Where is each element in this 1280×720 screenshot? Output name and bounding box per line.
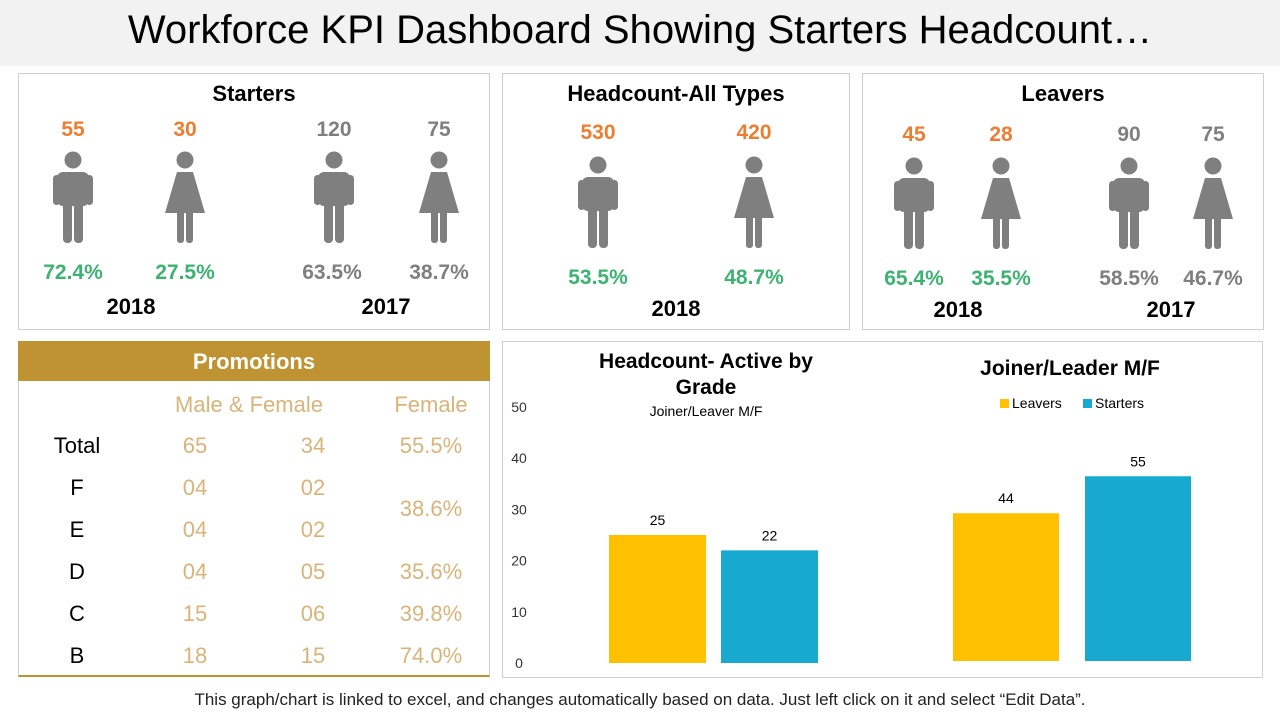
starters-2017-female-count: 75: [427, 118, 451, 141]
promotions-merged-pct: 38.6%: [399, 496, 463, 521]
chart1-subtitle: Joiner/Leaver M/F: [650, 403, 763, 419]
chart1-data-label: 22: [762, 527, 778, 543]
leavers-2017-male-pct: 58.5%: [1099, 267, 1159, 290]
chart1-data-label: 25: [650, 512, 666, 528]
headcount-male-count: 530: [580, 121, 616, 144]
starters-2018-male-pct: 72.4%: [43, 261, 103, 284]
female-person-icon: [1193, 157, 1233, 249]
title-bar: Workforce KPI Dashboard Showing Starters…: [0, 0, 1280, 66]
y-tick-label: 30: [511, 501, 527, 517]
y-tick-label: 10: [511, 604, 527, 620]
male-person-icon: [53, 151, 93, 243]
promotions-row-label: B: [69, 643, 85, 668]
promotions-row-pct: 74.0%: [399, 643, 463, 668]
headcount-male-pct: 53.5%: [568, 266, 628, 289]
promotions-row-label: E: [69, 517, 85, 542]
promotions-row-male: 65: [182, 433, 208, 458]
y-tick-label: 0: [515, 655, 523, 671]
leavers-title: Leavers: [1021, 81, 1105, 106]
starters-title: Starters: [212, 81, 296, 106]
y-tick-label: 20: [511, 553, 527, 569]
starters-year-2018: 2018: [106, 294, 156, 319]
male-person-icon: [1109, 157, 1149, 249]
y-tick-label: 40: [511, 450, 527, 466]
leavers-2018-male-pct: 65.4%: [884, 267, 944, 290]
starters-2017-female-pct: 38.7%: [409, 261, 469, 284]
male-person-icon: [314, 151, 354, 243]
headcount-title: Headcount-All Types: [567, 81, 785, 106]
legend-swatch-starters: [1083, 399, 1092, 408]
leavers-2018-female-count: 28: [989, 123, 1013, 146]
female-person-icon: [981, 157, 1021, 249]
leavers-year-2018: 2018: [933, 297, 983, 322]
legend-label-starters: Starters: [1095, 395, 1144, 411]
male-person-icon: [578, 156, 618, 248]
female-person-icon: [165, 151, 205, 243]
headcount-panel: Headcount-All Types 530 420 53.5% 48.7% …: [502, 73, 850, 330]
promotions-row-female: 05: [300, 559, 326, 584]
starters-2017-male-pct: 63.5%: [302, 261, 362, 284]
headcount-year-2018: 2018: [651, 296, 701, 321]
promotions-row-pct: 39.8%: [399, 601, 463, 626]
leavers-panel: Leavers 45 28 90 75 65.4% 35.5% 58.5% 46…: [862, 73, 1264, 330]
promotions-row-label: D: [69, 559, 85, 584]
leavers-year-2017: 2017: [1146, 297, 1196, 322]
promotions-row-male: 04: [182, 517, 208, 542]
promotions-row-pct: 35.6%: [399, 559, 463, 584]
leavers-2018-female-pct: 35.5%: [971, 267, 1031, 290]
starters-2018-male-count: 55: [61, 118, 85, 141]
leavers-2018-male-count: 45: [902, 123, 926, 146]
female-person-icon: [734, 156, 774, 248]
promotions-row-male: 04: [182, 475, 208, 500]
chart1-bar-leavers: [609, 535, 706, 663]
footer-note: This graph/chart is linked to excel, and…: [194, 690, 1086, 709]
leavers-2017-male-count: 90: [1117, 123, 1141, 146]
promotions-col-header-female: Female: [394, 392, 468, 417]
promotions-row-female: 34: [300, 433, 326, 458]
chart1-bar-starters: [721, 550, 818, 663]
starters-2018-female-pct: 27.5%: [155, 261, 215, 284]
chart1-title: Headcount- Active by: [599, 350, 813, 373]
promotions-table: Male & Female Female Total 65 34 55.5% F…: [18, 381, 490, 677]
starters-panel: Starters 55 30 120 75 72.4% 27.5% 63.5% …: [18, 73, 490, 330]
promotions-row-pct: 55.5%: [399, 433, 463, 458]
promotions-row-female: 06: [300, 601, 326, 626]
promotions-row-female: 15: [300, 643, 326, 668]
male-person-icon: [894, 157, 934, 249]
y-tick-label: 50: [511, 399, 527, 415]
promotions-row-female: 02: [300, 475, 326, 500]
legend-swatch-leavers: [1000, 399, 1009, 408]
promotions-row-label: F: [70, 475, 84, 500]
leavers-2017-female-pct: 46.7%: [1183, 267, 1243, 290]
leavers-2017-female-count: 75: [1201, 123, 1225, 146]
promotions-row-label: Total: [53, 433, 101, 458]
charts-svg[interactable]: Headcount- Active by Grade Joiner/Leaver M…: [503, 342, 1262, 677]
chart1-title: Grade: [676, 376, 737, 399]
chart2-data-label: 44: [998, 490, 1014, 506]
headcount-female-count: 420: [736, 121, 772, 144]
chart2-title: Joiner/Leader M/F: [980, 357, 1160, 380]
promotions-row-label: C: [69, 601, 85, 626]
promotions-row-male: 18: [182, 643, 208, 668]
promotions-row-male: 15: [182, 601, 208, 626]
promotions-header: Promotions: [18, 341, 490, 381]
starters-2018-female-count: 30: [173, 118, 197, 141]
legend-label-leavers: Leavers: [1012, 395, 1062, 411]
female-person-icon: [419, 151, 459, 243]
chart2-data-label: 55: [1130, 453, 1146, 469]
promotions-row-male: 04: [182, 559, 208, 584]
promotions-row-female: 02: [300, 517, 326, 542]
charts-panel[interactable]: Headcount- Active by Grade Joiner/Leaver M…: [502, 341, 1263, 678]
starters-year-2017: 2017: [361, 294, 411, 319]
promotions-col-header-male-female: Male & Female: [175, 392, 323, 417]
chart2-bar-starters: [1085, 476, 1191, 661]
chart2-bar-leavers: [953, 513, 1059, 661]
page-title: Workforce KPI Dashboard Showing Starters…: [127, 8, 1153, 52]
starters-2017-male-count: 120: [316, 118, 352, 141]
headcount-female-pct: 48.7%: [724, 266, 784, 289]
